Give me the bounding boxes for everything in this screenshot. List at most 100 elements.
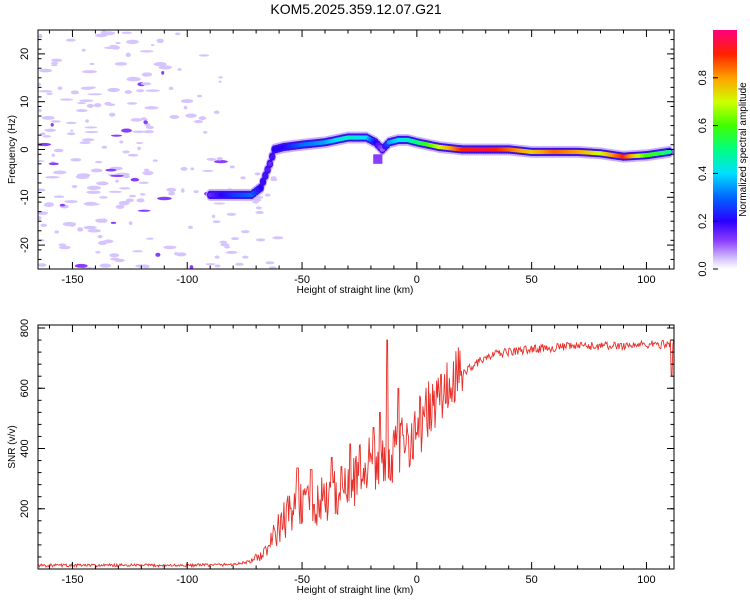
noise-blob [111,45,120,50]
noise-blob [41,115,55,120]
colorbar-tick-label: 0.6 [697,118,709,133]
noise-blob [135,142,144,145]
snr-series-line [38,339,674,569]
noise-blob [53,195,65,199]
noise-blob [38,216,42,221]
noise-blob [89,62,95,66]
noise-blob [140,82,152,86]
noise-blob [219,240,228,244]
noise-blob [70,129,74,132]
noise-blob [79,141,91,144]
noise-blob [142,170,154,176]
noise-blob [145,237,154,240]
noise-blob [53,148,64,153]
noise-blob [38,211,49,215]
noise-blob [86,185,102,190]
y-tick-label: 10 [19,96,31,108]
chart-title: KOM5.2025.359.12.07.G21 [270,1,441,17]
noise-blob [132,250,144,253]
x-tick-label: 0 [414,274,420,286]
snr-plot: -150 -100 -50 0 50 100 200 400 600 800 Height of s… [7,319,675,596]
trace-core [267,161,273,167]
noise-blob [256,238,266,242]
noise-blob [166,187,177,192]
noise-blob [66,132,76,136]
noise-blob [216,156,223,161]
x-tick-label: 50 [526,274,538,286]
noise-blob [70,90,80,95]
noise-blob [128,221,133,226]
colorbar-tick-label: 0.4 [697,166,709,181]
noise-blob [84,126,98,129]
noise-blob [115,204,125,209]
noise-blob [240,176,246,180]
noise-blob [157,196,172,201]
noise-blob [110,174,125,177]
noise-blob [51,61,59,65]
noise-blob [102,218,108,223]
noise-blob [115,41,121,45]
noise-blob [136,89,145,93]
noise-blob [114,62,128,66]
noise-blob [254,172,261,176]
noise-blob [51,153,55,157]
x-axis-label: Height of straight line (km) [297,285,414,296]
noise-blob [169,115,180,119]
noise-blob [126,39,139,45]
noise-blob [94,160,103,164]
noise-blob [155,252,161,257]
noise-blob [141,72,153,77]
noise-blob [99,263,112,268]
noise-blob [87,93,103,96]
x-tick-label: 100 [637,574,655,586]
noise-blob [270,176,277,180]
y-tick-label: 200 [19,500,31,518]
noise-blob [109,253,120,258]
noise-blob [86,86,96,89]
noise-blob [193,190,199,194]
noise-blob [153,61,167,67]
noise-blob [48,162,59,166]
noise-blob [83,225,97,230]
trace-core [666,149,673,155]
y-tick-label: 400 [19,439,31,457]
trace-core [260,179,266,184]
colorbar-tick-label: 0.8 [697,70,709,85]
noise-blob [50,64,58,67]
noise-blob [127,153,139,157]
noise-blob [242,255,249,259]
noise-blob [206,157,217,161]
noise-blob [181,188,185,193]
noise-blob [96,181,109,186]
noise-blob [86,103,94,109]
noise-blob [137,146,141,151]
noise-blob [115,179,119,183]
noise-blob [127,102,138,105]
trace-dip [373,154,383,164]
x-tick-label: -150 [61,574,83,586]
noise-blob [118,187,131,190]
noise-blob [205,263,216,266]
noise-blob [198,116,207,121]
noise-blob [101,145,108,149]
noise-blob [62,222,77,227]
noise-blob [214,255,220,259]
noise-blob [79,99,94,103]
noise-blob [143,168,150,172]
noise-blob [163,245,177,250]
noise-blob [180,166,188,171]
noise-blob [38,82,42,87]
y-tick-label: 20 [19,48,31,60]
x-axis-label: Height of straight line (km) [297,585,414,596]
noise-blob [65,121,77,125]
noise-blob [177,68,182,71]
noise-blob [110,134,123,137]
noise-blob [70,158,82,162]
noise-blob [264,193,271,197]
noise-blob [59,98,74,101]
noise-blob [38,188,46,192]
noise-blob [174,32,181,36]
noise-blob [118,200,130,206]
noise-blob [225,250,238,254]
